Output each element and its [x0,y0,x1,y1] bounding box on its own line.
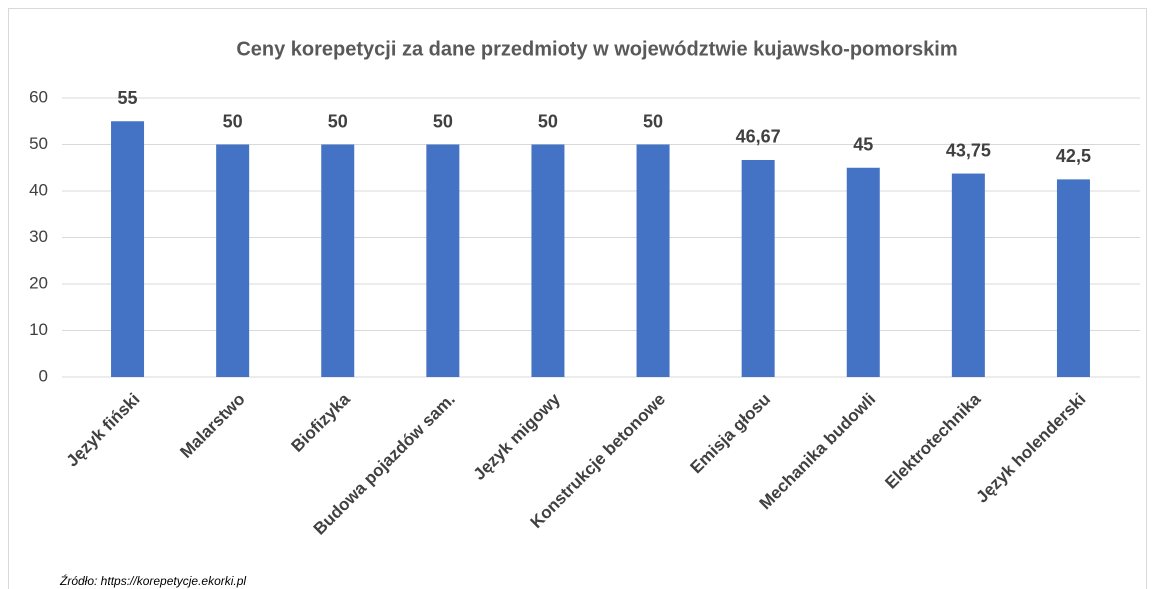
bar [321,144,355,377]
bar [636,144,670,377]
data-label: 50 [433,111,453,131]
chart-title: Ceny korepetycji za dane przedmioty w wo… [236,38,957,60]
bar [111,121,145,377]
bar [216,144,250,377]
data-label: 55 [118,88,138,108]
data-label: 42,5 [1056,146,1091,166]
bar [426,144,460,377]
bar [1056,179,1090,377]
y-tick-label: 50 [29,134,48,153]
data-label: 45 [853,135,873,155]
data-label: 50 [328,111,348,131]
y-tick-label: 0 [39,366,48,385]
bar [951,173,985,377]
data-label: 50 [643,111,663,131]
data-label: 50 [223,111,243,131]
data-label: 46,67 [736,127,781,147]
data-label: 43,75 [946,140,991,160]
y-tick-label: 40 [29,180,48,199]
bar [741,159,775,377]
y-tick-label: 10 [29,320,48,339]
y-tick-label: 30 [29,227,48,246]
bar [846,167,880,377]
source-note: Źródło: https://korepetycje.ekorki.pl [59,573,246,588]
y-tick-label: 20 [29,273,48,292]
bar [531,144,565,377]
y-tick-label: 60 [29,87,48,106]
data-label: 50 [538,111,558,131]
